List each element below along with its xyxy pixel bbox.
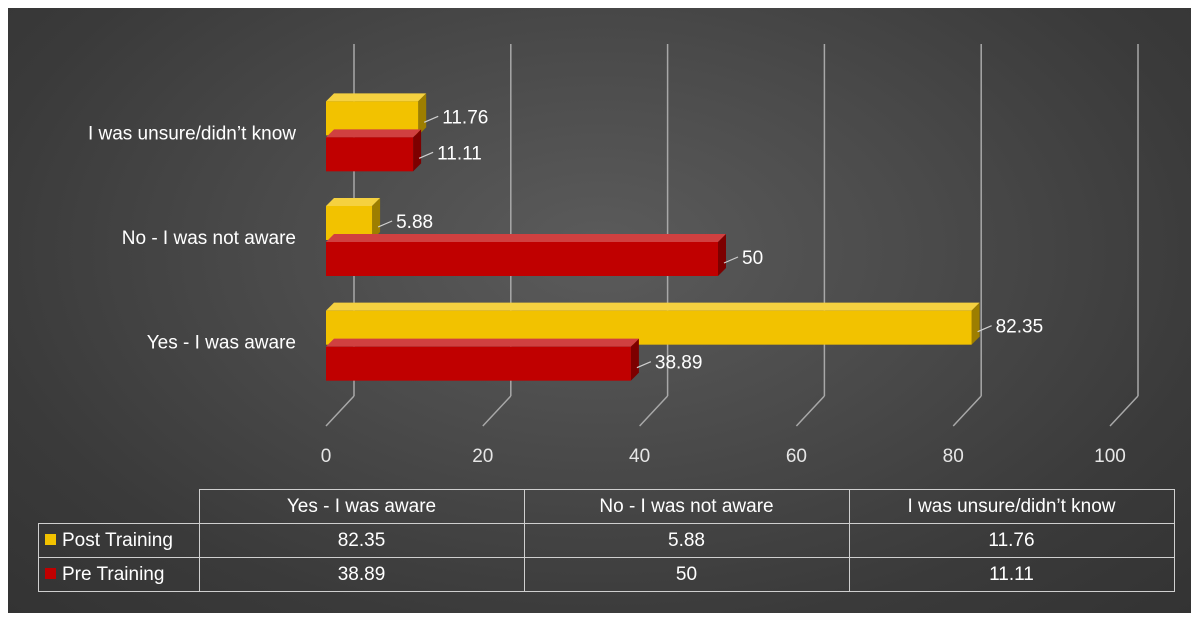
gridline-floor — [1109, 395, 1139, 427]
bar-top-face — [326, 129, 422, 138]
table-cell: 38.89 — [198, 557, 525, 592]
category-label: I was unsure/didn’t know — [88, 123, 296, 144]
bar-top-face — [326, 234, 726, 242]
x-tick-label: 0 — [321, 446, 332, 467]
data-label-leader — [418, 151, 434, 159]
table-cell: 5.88 — [523, 523, 850, 558]
post-training-legend-swatch — [45, 533, 56, 545]
bar-top-face — [326, 93, 427, 102]
table-corner — [38, 489, 200, 524]
bar — [326, 346, 631, 381]
data-label-leader — [636, 361, 652, 369]
x-tick-label: 40 — [629, 446, 650, 467]
gridline-floor — [325, 395, 355, 427]
table-header-row: Yes - I was aware No - I was not aware I… — [38, 489, 1175, 524]
bar-top-face — [326, 198, 381, 206]
table-col-header: Yes - I was aware — [198, 489, 525, 524]
gridline-floor — [795, 395, 825, 427]
table-col-header: No - I was not aware — [523, 489, 850, 524]
table-row: Post Training 82.35 5.88 11.76 — [38, 523, 1175, 558]
table-cell: 11.76 — [848, 523, 1175, 558]
data-label-leader — [977, 325, 992, 333]
bar-top-face — [326, 302, 980, 311]
table-col-header: I was unsure/didn’t know — [848, 489, 1175, 524]
post-training-label: Post Training — [62, 529, 173, 551]
bar-side-face — [413, 129, 422, 172]
x-tick-label: 20 — [472, 446, 493, 467]
bar-side-face — [418, 93, 427, 136]
table-row-header: Pre Training — [38, 557, 200, 592]
data-label: 38.89 — [655, 353, 703, 374]
data-table: Yes - I was aware No - I was not aware I… — [38, 489, 1175, 592]
category-label: Yes - I was aware — [147, 333, 296, 354]
bar-chart: 0 20 40 60 80 100 Yes - I was aware 82.35 38.89 N… — [88, 44, 1139, 467]
data-label: 50 — [742, 248, 763, 269]
pre-training-label: Pre Training — [62, 563, 165, 585]
x-tick-label: 80 — [943, 446, 964, 467]
bar-side-face — [372, 198, 381, 240]
table-row: Pre Training 38.89 50 11.11 — [38, 557, 1175, 592]
data-label: 82.35 — [996, 317, 1044, 338]
chart-area: 0 20 40 60 80 100 Yes - I was aware 82.35 38.89 N… — [8, 8, 1191, 613]
gridline-floor — [639, 395, 669, 427]
data-label: 11.11 — [437, 143, 482, 164]
data-label: 5.88 — [396, 212, 433, 233]
bar — [326, 137, 414, 172]
data-label-leader — [377, 220, 393, 228]
table-cell: 11.11 — [848, 557, 1175, 592]
bar-top-face — [326, 338, 639, 347]
gridline-floor — [482, 395, 512, 427]
bar-side-face — [718, 234, 726, 276]
bar-side-face — [630, 338, 639, 381]
bar-side-face — [971, 302, 980, 345]
x-tick-label: 100 — [1094, 446, 1126, 467]
data-label-leader — [423, 115, 439, 123]
table-row-header: Post Training — [38, 523, 200, 558]
category-label: No - I was not aware — [122, 228, 296, 249]
pre-training-legend-swatch — [45, 567, 56, 579]
bar — [326, 242, 718, 276]
x-tick-label: 60 — [786, 446, 807, 467]
table-cell: 50 — [523, 557, 850, 592]
gridline-floor — [952, 395, 982, 427]
table-cell: 82.35 — [198, 523, 525, 558]
data-label-leader — [723, 256, 739, 264]
data-label: 11.76 — [442, 107, 488, 128]
